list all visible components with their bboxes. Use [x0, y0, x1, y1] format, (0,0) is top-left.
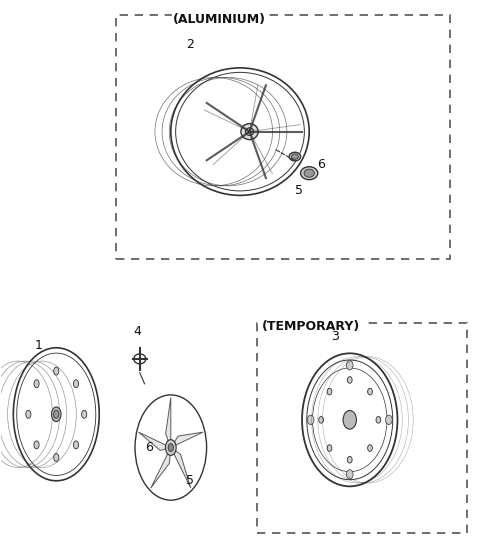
Ellipse shape: [54, 453, 59, 462]
Ellipse shape: [241, 124, 258, 140]
Ellipse shape: [368, 388, 372, 395]
Text: (ALUMINIUM): (ALUMINIUM): [173, 13, 266, 26]
Text: 5: 5: [295, 184, 303, 197]
Ellipse shape: [82, 411, 87, 418]
Ellipse shape: [291, 154, 298, 159]
Ellipse shape: [300, 167, 318, 180]
Ellipse shape: [347, 470, 353, 479]
Polygon shape: [138, 432, 171, 451]
Ellipse shape: [54, 367, 59, 375]
Ellipse shape: [34, 380, 39, 388]
Ellipse shape: [385, 415, 392, 424]
Text: 6: 6: [317, 158, 325, 172]
Text: 5: 5: [186, 475, 194, 487]
Text: 2: 2: [186, 38, 194, 51]
Text: 1: 1: [35, 339, 43, 351]
Text: 3: 3: [332, 330, 339, 343]
Polygon shape: [151, 447, 171, 488]
Text: 6: 6: [145, 441, 153, 454]
Ellipse shape: [348, 456, 352, 463]
Ellipse shape: [289, 152, 300, 161]
Ellipse shape: [307, 415, 314, 424]
Ellipse shape: [327, 388, 332, 395]
Ellipse shape: [376, 417, 381, 423]
Ellipse shape: [73, 380, 79, 388]
Polygon shape: [171, 447, 191, 488]
Ellipse shape: [166, 439, 176, 456]
Text: (TEMPORARY): (TEMPORARY): [262, 320, 360, 333]
Ellipse shape: [347, 360, 353, 370]
Ellipse shape: [348, 377, 352, 383]
Ellipse shape: [319, 417, 324, 423]
Ellipse shape: [26, 411, 31, 418]
Ellipse shape: [51, 407, 61, 422]
Ellipse shape: [368, 444, 372, 451]
Ellipse shape: [168, 443, 173, 452]
Ellipse shape: [73, 441, 79, 449]
Ellipse shape: [327, 444, 332, 451]
Text: 4: 4: [133, 325, 141, 338]
Ellipse shape: [343, 411, 357, 429]
Ellipse shape: [245, 128, 254, 135]
Ellipse shape: [304, 169, 314, 177]
Ellipse shape: [34, 441, 39, 449]
Ellipse shape: [54, 411, 59, 418]
Polygon shape: [171, 432, 203, 447]
Polygon shape: [166, 398, 171, 447]
